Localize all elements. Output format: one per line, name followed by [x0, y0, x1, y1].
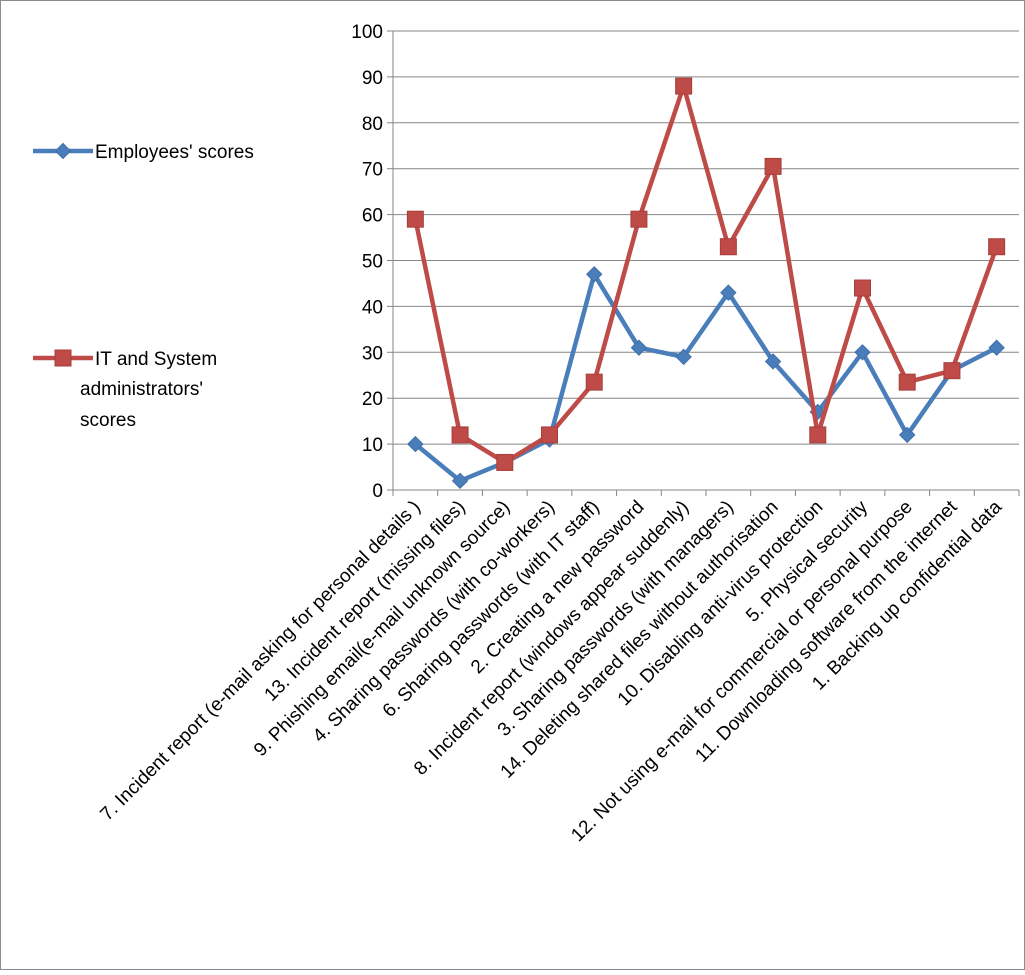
data-point-square: [809, 426, 827, 444]
y-tick-label: 50: [362, 252, 383, 273]
y-tick-label: 60: [362, 206, 383, 227]
data-point-square: [541, 426, 558, 444]
y-tick-label: 10: [362, 435, 383, 456]
data-point-square: [496, 453, 514, 471]
data-point-diamond: [899, 426, 916, 444]
legend-entry: Employees' scores: [33, 142, 254, 163]
legend-label: IT and System administrators' scores: [80, 349, 217, 431]
data-point-diamond: [854, 344, 871, 361]
data-point-square: [988, 238, 1006, 256]
data-point-square: [451, 426, 469, 444]
data-point-diamond: [54, 142, 72, 160]
y-tick-label: 0: [372, 481, 383, 502]
y-tick-label: 90: [362, 68, 383, 89]
axes: [387, 30, 1020, 496]
data-point-square: [675, 77, 693, 95]
legend-label: Employees' scores: [95, 142, 254, 163]
data-point-diamond: [988, 339, 1005, 356]
data-point-diamond: [630, 339, 648, 356]
legend-entry: IT and System administrators' scores: [33, 349, 217, 431]
y-axis-tick-labels: 0 10 20 30 40 50 60 70 80 90 100: [351, 22, 383, 502]
data-point-diamond: [764, 353, 782, 370]
series: [406, 77, 1006, 490]
series-it-admins: [406, 77, 1006, 471]
data-point-square: [630, 210, 648, 228]
data-point-square: [54, 349, 72, 367]
y-tick-label: 40: [362, 297, 383, 318]
gridlines: [393, 30, 1019, 445]
data-point-square: [406, 210, 424, 228]
data-point-square: [585, 373, 603, 391]
data-point-square: [943, 362, 961, 380]
legend: Employees' scores IT and System administra…: [33, 142, 254, 431]
y-tick-label: 70: [362, 160, 383, 181]
y-tick-label: 30: [362, 343, 383, 364]
data-point-square: [898, 373, 916, 391]
y-tick-label: 100: [351, 22, 383, 43]
data-point-square: [764, 157, 782, 175]
y-tick-label: 20: [362, 389, 383, 410]
data-point-diamond: [451, 472, 469, 490]
data-point-diamond: [586, 266, 603, 283]
y-tick-label: 80: [362, 114, 383, 135]
data-point-square: [854, 279, 871, 297]
data-point-diamond: [407, 435, 424, 453]
data-point-diamond: [675, 348, 692, 366]
data-point-square: [719, 238, 737, 256]
data-point-diamond: [720, 284, 737, 301]
